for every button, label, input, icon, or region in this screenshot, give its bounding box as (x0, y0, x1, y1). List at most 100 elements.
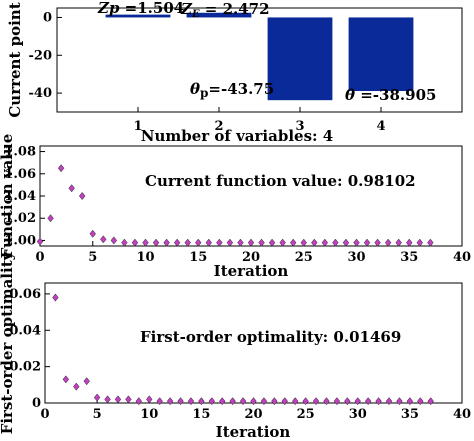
data-point (121, 238, 128, 247)
bar (348, 17, 414, 92)
data-point (68, 184, 75, 193)
data-point (166, 397, 174, 406)
x-tick-label: 3 (295, 119, 304, 134)
x-tick-label: 20 (242, 250, 260, 265)
data-point (36, 237, 44, 246)
y-tick-label: 0.02 (9, 360, 41, 375)
y-axis-label-3: First-order optimality (0, 250, 16, 434)
data-point (184, 238, 191, 247)
plot-frame-1 (56, 7, 463, 113)
data-point (302, 397, 309, 406)
data-point (260, 397, 268, 406)
x-tick-label: 30 (347, 250, 365, 265)
data-point (417, 397, 424, 406)
x-tick-label: 25 (295, 250, 313, 265)
data-point (353, 238, 360, 247)
y-axis-label-2: Function value (0, 134, 16, 259)
data-point (312, 397, 320, 406)
x-axis-label-1: Number of variables: 4 (141, 127, 333, 145)
chart-title-2: Current function value: 0.98102 (145, 172, 416, 190)
data-point (187, 397, 195, 406)
data-point (177, 397, 184, 406)
data-point (385, 397, 393, 406)
x-tick-label: 5 (93, 407, 102, 422)
data-point (100, 235, 107, 244)
data-point (219, 397, 226, 406)
bar-annotation-ze: ZE = 2.472 (180, 0, 270, 20)
data-point (332, 238, 339, 247)
x-tick-label: 10 (140, 407, 158, 422)
y-tick-label: 1.04 (4, 189, 36, 204)
data-point (300, 238, 307, 247)
y-tick-label: 0.04 (9, 323, 41, 338)
y-tick-label: 1.00 (4, 233, 36, 248)
data-point (271, 397, 278, 406)
bar-annotation-theta: θ =-38.905 (345, 86, 436, 104)
function-value-chart: 1.00 1.02 1.04 1.06 1.08 0 5 10 15 20 25 30 35 40 Fu… (0, 134, 471, 280)
data-point (208, 397, 216, 406)
bar (267, 17, 333, 101)
x-tick-label: 35 (401, 407, 419, 422)
data-point (374, 238, 381, 247)
data-point (342, 238, 350, 247)
data-point (62, 375, 70, 384)
y-tick-label: -20 (29, 48, 53, 63)
data-point (384, 238, 392, 247)
data-point (142, 238, 149, 247)
data-point (247, 238, 255, 247)
data-point (163, 238, 170, 247)
data-point (125, 395, 132, 404)
data-point (131, 238, 139, 247)
data-point (146, 395, 153, 404)
x-tick-label: 20 (244, 407, 262, 422)
data-point (237, 238, 244, 247)
data-point (311, 238, 318, 247)
data-point (406, 397, 414, 406)
data-point (406, 238, 413, 247)
x-tick-label: 5 (88, 250, 97, 265)
y-tick-label: 1.08 (4, 145, 36, 160)
data-point (152, 238, 160, 247)
data-point (354, 397, 361, 406)
data-point (250, 397, 257, 406)
current-point-chart: 0 -20 -40 1 2 3 4 Current point Number of var… (6, 0, 463, 145)
x-tick-label: 0 (35, 250, 44, 265)
bar-annotation-theta-p: θp=-43.75 (190, 80, 274, 100)
data-point (427, 238, 434, 247)
chart-title-3: First-order optimality: 0.01469 (140, 328, 401, 346)
data-point (216, 238, 223, 247)
data-point (323, 397, 330, 406)
data-point (321, 238, 329, 247)
data-point (205, 238, 213, 247)
data-point (268, 238, 276, 247)
data-point (135, 397, 143, 406)
data-point (364, 397, 372, 406)
bar-annotation-zp: Zp =1.504 (97, 0, 184, 17)
data-point (173, 238, 181, 247)
data-point (344, 397, 351, 406)
data-point (396, 397, 403, 406)
x-axis-label-3: Iteration (216, 423, 291, 441)
y-tick-label: 0 (32, 396, 41, 411)
x-tick-label: 35 (400, 250, 418, 265)
x-tick-label: 15 (192, 407, 210, 422)
data-point (363, 238, 371, 247)
data-point (83, 377, 90, 386)
bar (186, 12, 252, 18)
data-point (93, 393, 101, 402)
data-point (239, 397, 247, 406)
data-point (289, 238, 297, 247)
x-tick-label: 30 (349, 407, 367, 422)
x-tick-label: 40 (453, 250, 471, 265)
data-point (198, 397, 205, 406)
y-tick-label: 1.06 (4, 167, 36, 182)
data-point (156, 397, 163, 406)
data-point (279, 238, 286, 247)
data-point (291, 397, 299, 406)
y-tick-label: 1.02 (4, 211, 36, 226)
data-point (229, 397, 236, 406)
x-tick-label: 4 (376, 119, 385, 134)
x-tick-label: 25 (297, 407, 315, 422)
plot-frame-2 (39, 145, 463, 247)
